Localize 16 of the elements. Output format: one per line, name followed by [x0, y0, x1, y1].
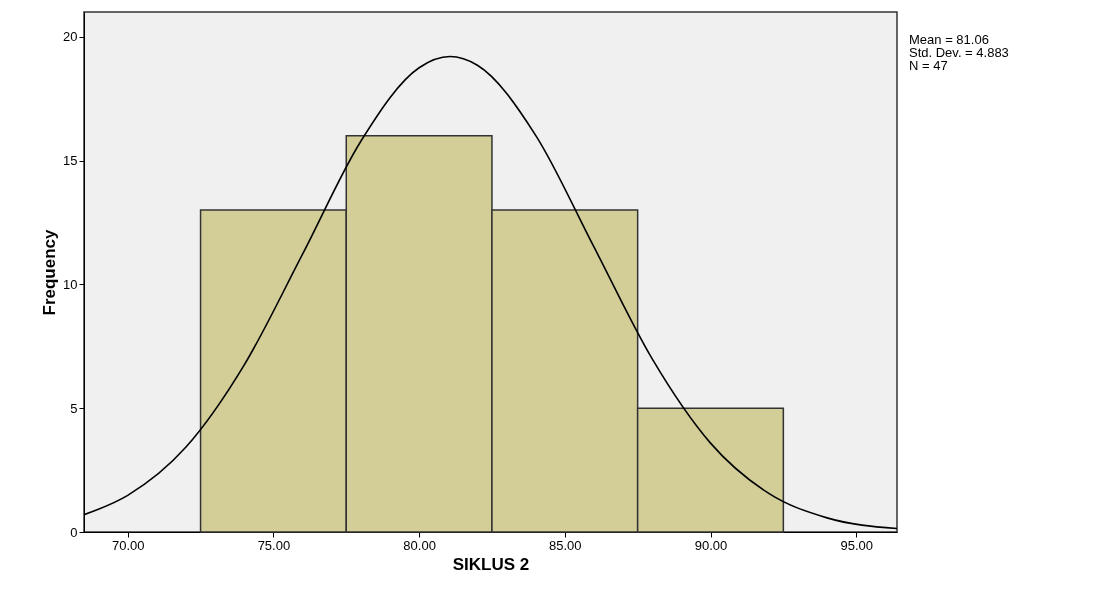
y-axis-title: Frequency [40, 228, 60, 316]
text: N = 47 [909, 58, 948, 73]
y-tick-label: 15 [63, 153, 78, 169]
x-tick-label: 95.00 [840, 537, 873, 553]
y-tick-label: 20 [63, 29, 78, 45]
y-tick-label: 0 [70, 524, 78, 540]
text: Std. Dev. = 4.883 [909, 45, 1009, 60]
x-tick-label: 85.00 [549, 537, 582, 553]
text: Mean = 81.06 [909, 32, 989, 47]
x-tick-label: 90.00 [694, 537, 728, 553]
x-tick-label: 70.00 [111, 537, 145, 553]
y-tick-label: 10 [63, 276, 78, 292]
x-tick-label: 80.00 [403, 537, 436, 553]
y-tick-label: 5 [70, 400, 78, 416]
x-axis-title: SIKLUS 2 [452, 554, 530, 574]
x-tick-label: 75.00 [257, 537, 291, 553]
